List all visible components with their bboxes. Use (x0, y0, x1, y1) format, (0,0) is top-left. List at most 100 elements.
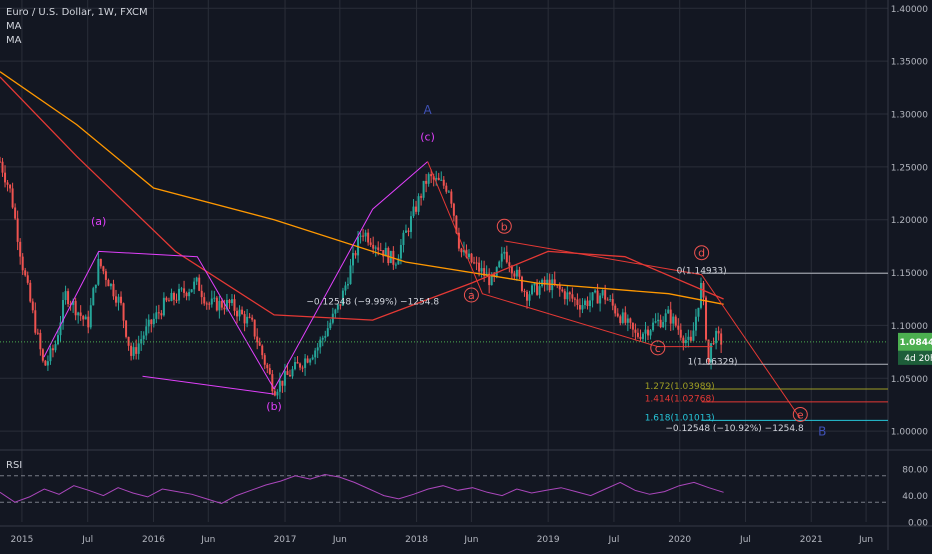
candle-body (395, 265, 397, 266)
candle-body (334, 310, 336, 314)
candle-body (352, 253, 354, 265)
candle-body (27, 275, 29, 283)
candle-body (176, 300, 178, 301)
candle-body (138, 343, 140, 353)
candle-body (675, 317, 677, 326)
candle-body (319, 340, 321, 348)
candle-body (443, 180, 445, 186)
candle-body (133, 347, 135, 356)
candle-body (14, 208, 16, 219)
y-tick-label: 1.30000 (891, 111, 928, 121)
candle-body (720, 333, 722, 344)
candle-body (617, 313, 619, 316)
candle-body (22, 257, 24, 271)
rsi-tick-label: 40.00 (902, 492, 928, 502)
candle-body (196, 278, 198, 282)
candle-body (218, 301, 220, 310)
x-tick-label: 2017 (274, 535, 297, 545)
candle-body (269, 368, 271, 374)
candle-body (271, 374, 273, 391)
rsi-pane-label[interactable]: RSI (6, 460, 22, 471)
candle-body (687, 337, 689, 340)
candle-body (130, 346, 132, 356)
candle-body (158, 312, 160, 313)
candle-body (647, 330, 649, 336)
y-tick-label: 1.40000 (891, 5, 928, 15)
candle-body (498, 262, 500, 268)
candle-body (355, 253, 357, 255)
candle-body (526, 292, 528, 301)
candle-body (584, 301, 586, 305)
candle-body (423, 181, 425, 198)
candle-body (216, 298, 218, 311)
candle-body (571, 294, 573, 298)
countdown-label: 4d 20h (904, 354, 932, 364)
annotation-label: 1.414(1.02768) (645, 395, 715, 405)
x-tick-label: Jul (81, 535, 93, 545)
candle-body (566, 292, 568, 299)
candle-body (155, 312, 157, 319)
candle-body (700, 283, 702, 308)
candle-body (460, 249, 462, 253)
candle-body (4, 173, 6, 183)
candle-body (634, 330, 636, 333)
candle-body (347, 284, 349, 285)
candle-body (39, 333, 41, 349)
candle-body (503, 252, 505, 254)
candle-body (372, 245, 374, 249)
candle-body (244, 314, 246, 323)
candle-body (289, 375, 291, 376)
candle-body (193, 282, 195, 290)
candle-body (413, 207, 415, 217)
candle-body (670, 310, 672, 324)
candle-body (82, 316, 84, 319)
candle-body (655, 321, 657, 322)
candle-body (360, 236, 362, 237)
candle-body (365, 233, 367, 237)
y-tick-label: 1.15000 (891, 269, 928, 279)
candle-body (624, 312, 626, 322)
candle-body (324, 336, 326, 338)
candle-body (529, 294, 531, 300)
candle-body (54, 344, 56, 350)
candle-body (100, 259, 102, 266)
candle-body (251, 318, 253, 320)
candle-body (549, 280, 551, 290)
candle-body (125, 321, 127, 337)
candle-body (279, 381, 281, 392)
candle-body (286, 371, 288, 375)
candle-body (607, 300, 609, 301)
candle-body (102, 266, 104, 271)
candle-body (201, 291, 203, 297)
x-tick-label: 2018 (405, 535, 428, 545)
indicator-ma-2[interactable]: MA (6, 34, 148, 48)
candle-body (561, 289, 563, 291)
candle-body (665, 313, 667, 322)
candle-body (685, 340, 687, 343)
indicator-ma-1[interactable]: MA (6, 20, 148, 34)
candle-body (67, 291, 69, 304)
candle-body (266, 365, 268, 368)
candle-body (223, 308, 225, 310)
candle-body (12, 188, 14, 207)
candle-body (228, 300, 230, 303)
candle-body (213, 298, 215, 299)
candle-body (619, 316, 621, 323)
candle-body (145, 326, 147, 335)
candle-body (42, 349, 44, 360)
candle-body (450, 191, 452, 203)
symbol-title[interactable]: Euro / U.S. Dollar, 1W, FXCM (6, 6, 148, 20)
candle-body (425, 181, 427, 184)
candle-body (181, 288, 183, 289)
candle-body (233, 299, 235, 311)
candle-body (677, 326, 679, 330)
candle-body (362, 236, 364, 237)
y-tick-label: 1.10000 (891, 322, 928, 332)
candle-body (445, 186, 447, 192)
candle-body (95, 285, 97, 289)
candle-body (612, 299, 614, 306)
candle-body (57, 335, 59, 344)
candle-body (327, 328, 329, 336)
